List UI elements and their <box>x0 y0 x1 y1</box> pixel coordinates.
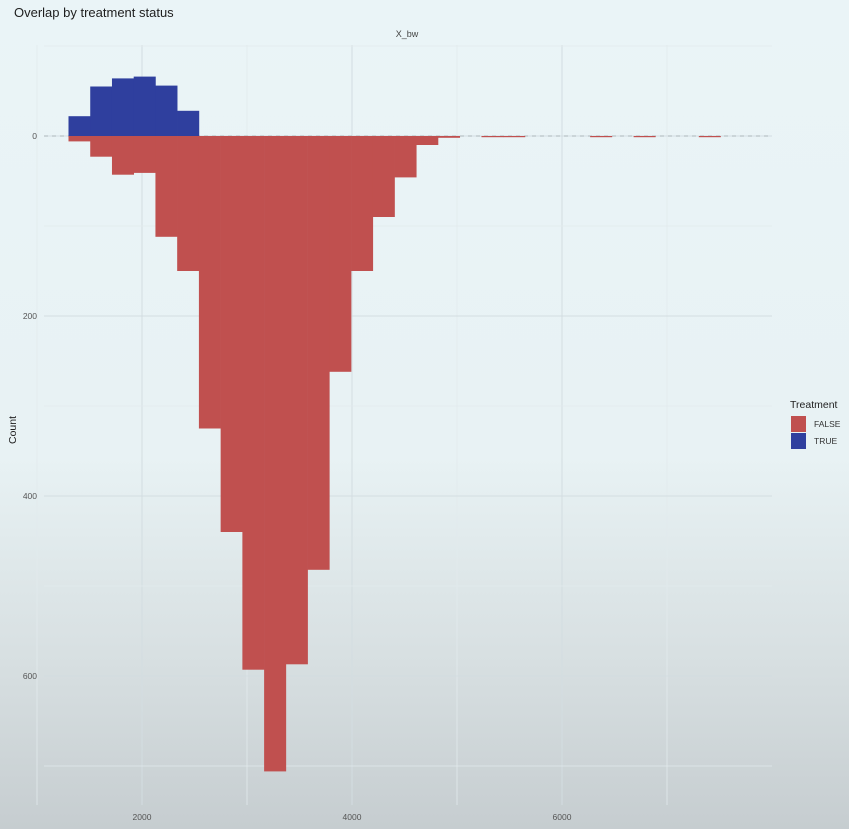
bar-false <box>155 136 178 237</box>
bar-true <box>133 76 156 136</box>
facet-label: X_bw <box>396 29 419 39</box>
bar-false <box>242 136 265 670</box>
y-axis-label: Count <box>7 416 19 444</box>
x-tick-label: 2000 <box>133 812 152 822</box>
y-tick-label: 0 <box>32 131 37 141</box>
y-tick-label: 400 <box>23 491 37 501</box>
bar-false <box>90 136 113 157</box>
legend-swatch-false <box>791 416 806 432</box>
bar-false <box>698 136 721 138</box>
bar-false <box>437 136 461 138</box>
bar-false <box>111 136 135 175</box>
bar-false <box>220 136 243 532</box>
bar-false <box>394 136 417 178</box>
bar-false <box>372 136 395 217</box>
bars <box>68 76 721 772</box>
legend-swatch-true <box>791 433 806 449</box>
bar-true <box>68 116 91 136</box>
bar-false <box>351 136 374 271</box>
axis-ticks: 2000 4000 6000 0 200 400 600 <box>23 131 572 822</box>
bar-true <box>111 78 135 136</box>
bar-false <box>329 136 352 372</box>
bar-false <box>633 136 656 138</box>
chart-title: Overlap by treatment status <box>14 5 174 20</box>
bar-false <box>285 136 308 665</box>
legend-label-true: TRUE <box>814 436 837 446</box>
bar-false <box>264 136 287 772</box>
bar-false <box>133 136 156 173</box>
bar-true <box>90 86 113 136</box>
legend: Treatment FALSE TRUE <box>790 399 841 449</box>
legend-title: Treatment <box>790 399 838 411</box>
y-tick-label: 200 <box>23 311 37 321</box>
bar-false <box>177 136 200 271</box>
bar-false <box>503 136 526 138</box>
bar-false <box>198 136 221 429</box>
y-tick-label: 600 <box>23 671 37 681</box>
bar-false <box>416 136 439 145</box>
legend-label-false: FALSE <box>814 419 841 429</box>
bar-true <box>155 85 178 136</box>
bar-false <box>307 136 330 570</box>
grid <box>36 45 772 805</box>
bar-false <box>590 136 613 138</box>
bar-true <box>177 110 200 136</box>
x-tick-label: 6000 <box>553 812 572 822</box>
x-tick-label: 4000 <box>343 812 362 822</box>
bar-false <box>481 136 504 138</box>
bar-false <box>68 136 91 142</box>
